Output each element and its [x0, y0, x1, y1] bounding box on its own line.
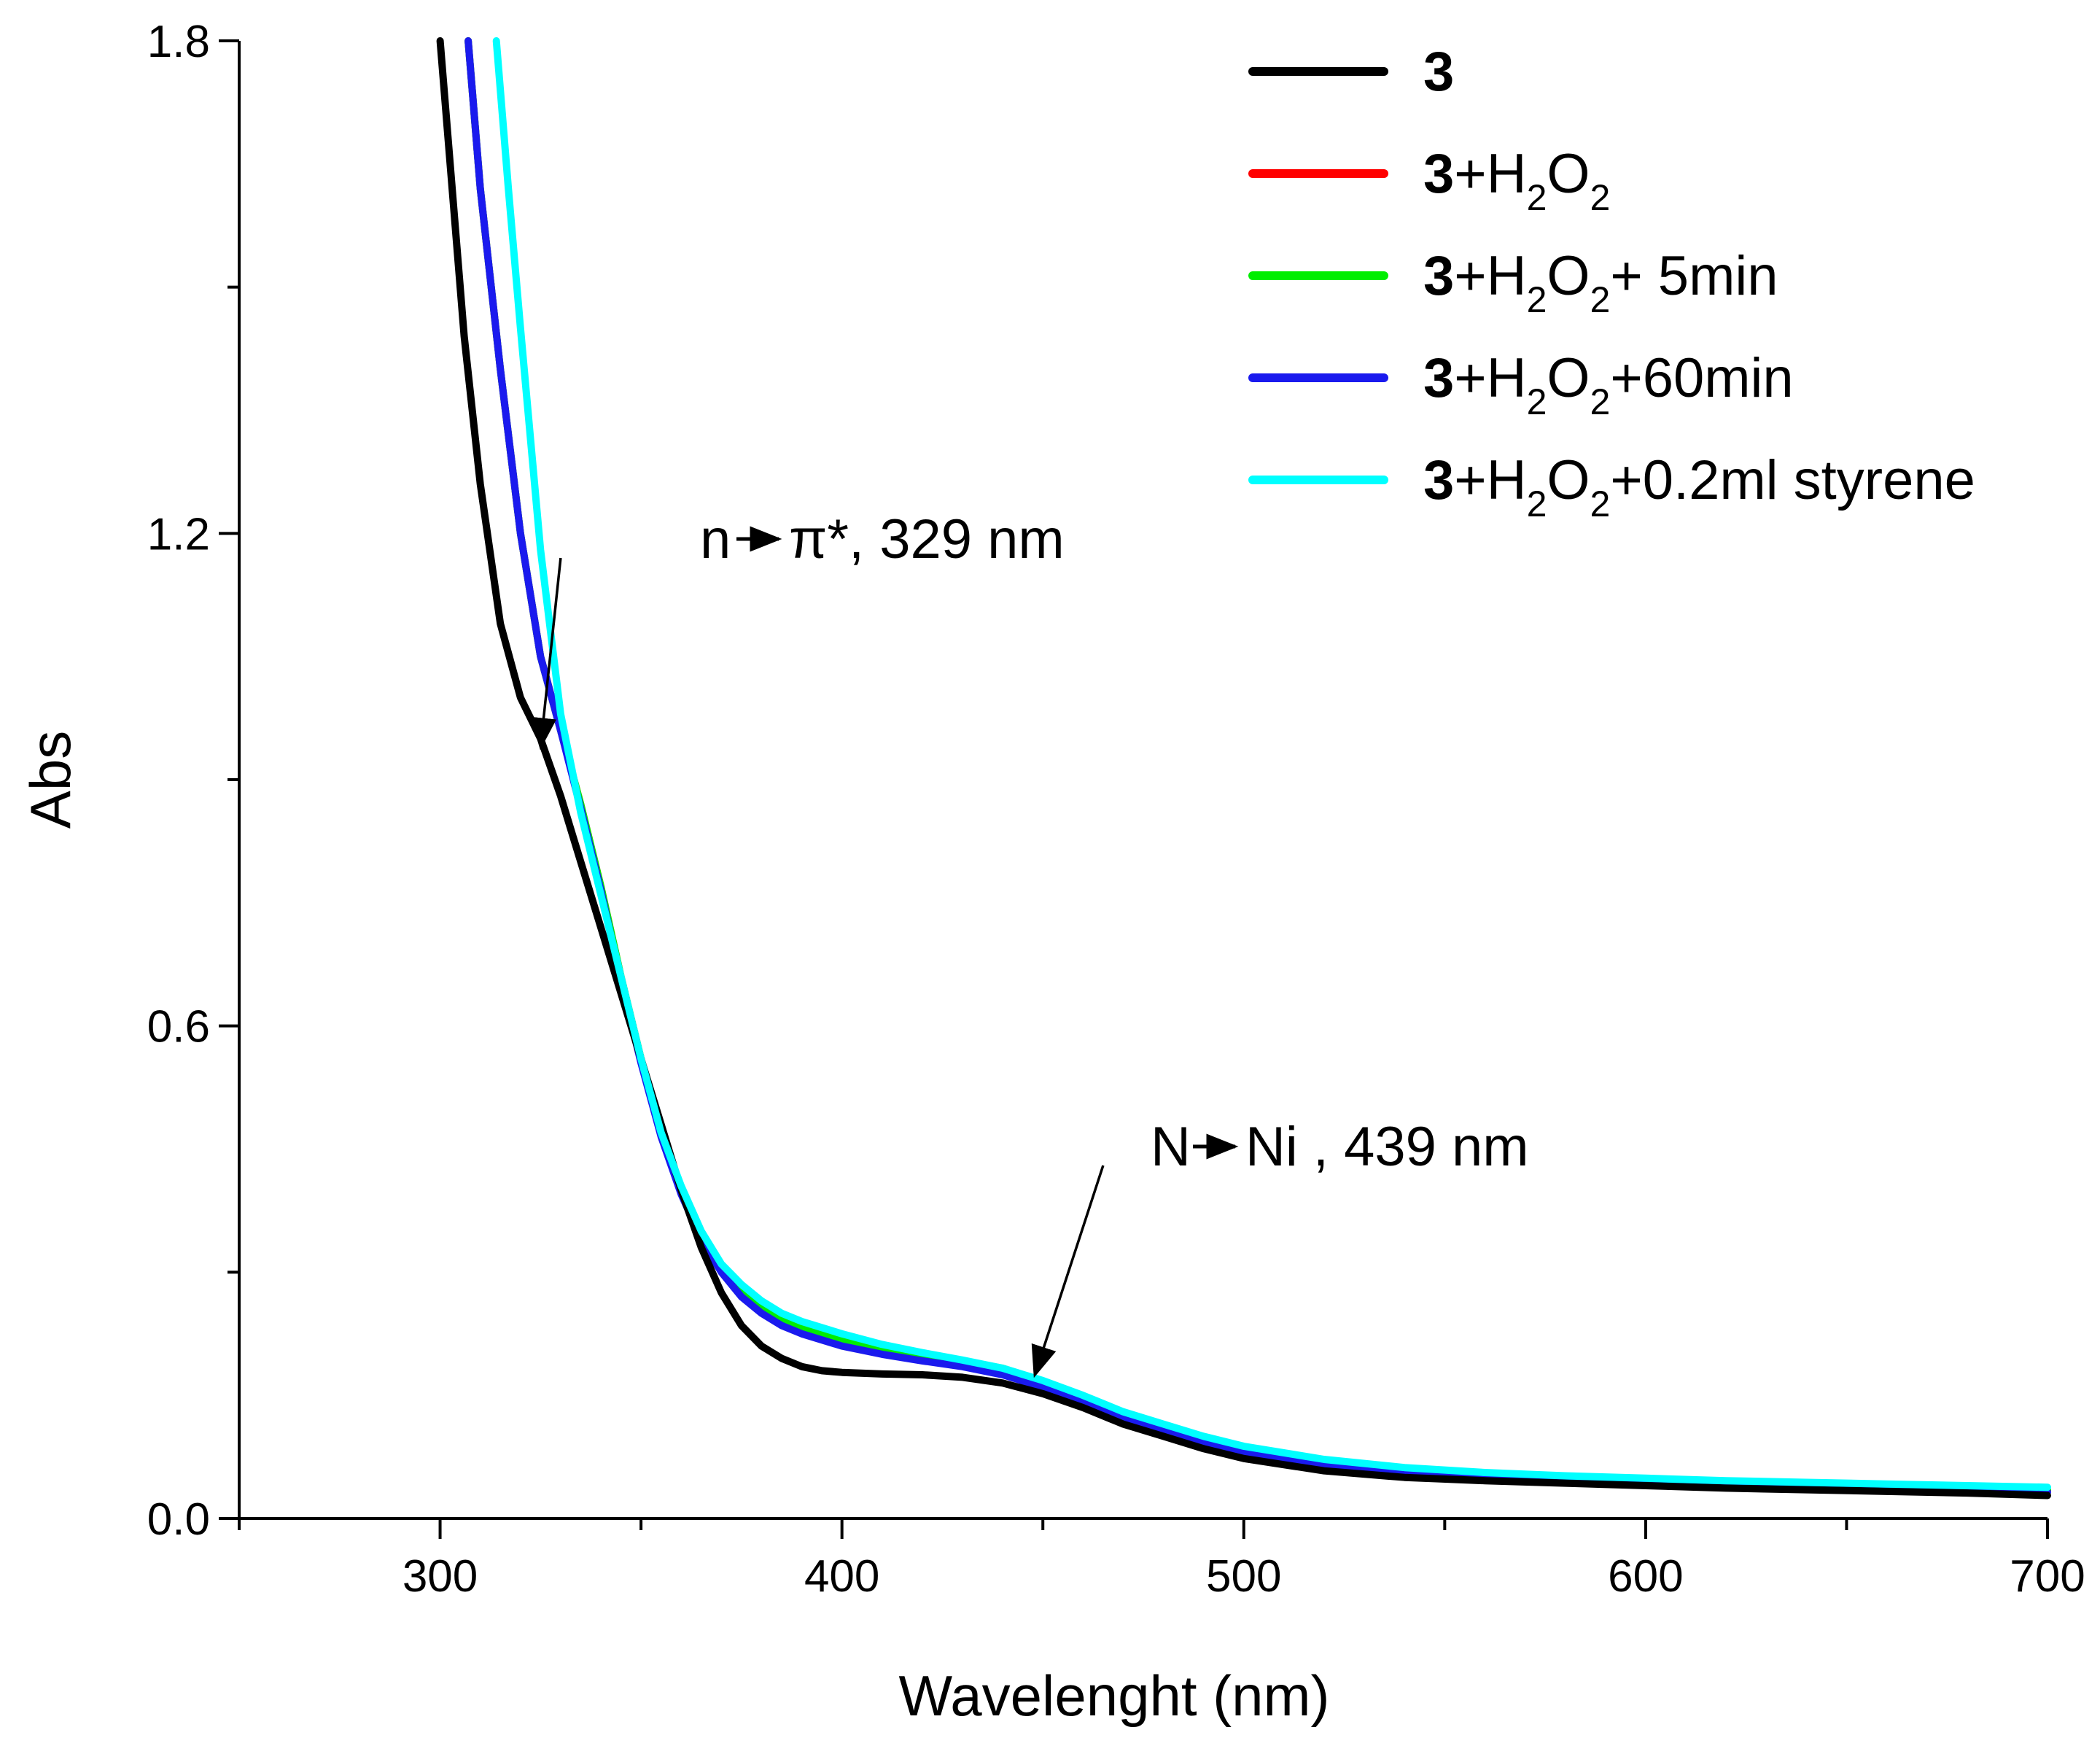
annotation-layer: n π*, 329 nm N Ni , 439 nm [531, 508, 1529, 1378]
y-axis-title: Abs [18, 731, 82, 829]
legend-label: 3+H2O2+0.2ml styrene [1423, 449, 1975, 524]
x-tick-label: 300 [402, 1551, 478, 1602]
series-line-3-h2o2-0-2ml-styrene [492, 37, 2051, 1491]
legend-label: 3 [1423, 41, 1454, 103]
legend-entry: 3+H2O2+ 5min [1248, 245, 1778, 320]
y-tick-label: 0.6 [147, 1002, 210, 1052]
axes: 300 400 500 600 700 0.0 0.6 1.2 1.8 Wavelenght (n… [18, 17, 2085, 1728]
x-axis-title: Wavelenght (nm) [899, 1664, 1330, 1728]
legend: 3 3+H2O2 3+H2O2+ 5min 3+H2O2+60min 3+H2O2+0.… [1248, 41, 1975, 524]
series-line-3-h2o2-5min [464, 37, 2051, 1494]
y-tick-label: 1.8 [147, 17, 210, 67]
annotation-label: n [700, 508, 731, 570]
legend-label: 3+H2O2+ 5min [1423, 245, 1778, 320]
series-line-3-h2o2-60min [464, 37, 2051, 1496]
annotation-label: Ni , 439 nm [1245, 1116, 1529, 1178]
x-tick-label: 500 [1206, 1551, 1281, 1602]
annotation-arrow [531, 557, 562, 750]
y-tick-label: 0.0 [147, 1494, 210, 1545]
legend-entry: 3+H2O2+60min [1248, 347, 1794, 422]
legend-entry: 3+H2O2 [1248, 143, 1610, 218]
series-line-3 [436, 37, 2051, 1500]
series-layer [436, 37, 2051, 1500]
series-line-3-h2o2 [464, 37, 2051, 1494]
annotation-arrow [1031, 1165, 1105, 1378]
x-tick-label: 400 [804, 1551, 879, 1602]
annotation-label: π*, 329 nm [789, 508, 1065, 570]
legend-label: 3+H2O2 [1423, 143, 1610, 218]
legend-entry: 3+H2O2+0.2ml styrene [1248, 449, 1975, 524]
x-tick-label: 600 [1608, 1551, 1683, 1602]
legend-label: 3+H2O2+60min [1423, 347, 1794, 422]
annotation-label: N [1151, 1116, 1191, 1178]
y-tick-label: 1.2 [147, 509, 210, 559]
x-tick-label: 700 [2010, 1551, 2085, 1602]
legend-entry: 3 [1248, 41, 1454, 103]
